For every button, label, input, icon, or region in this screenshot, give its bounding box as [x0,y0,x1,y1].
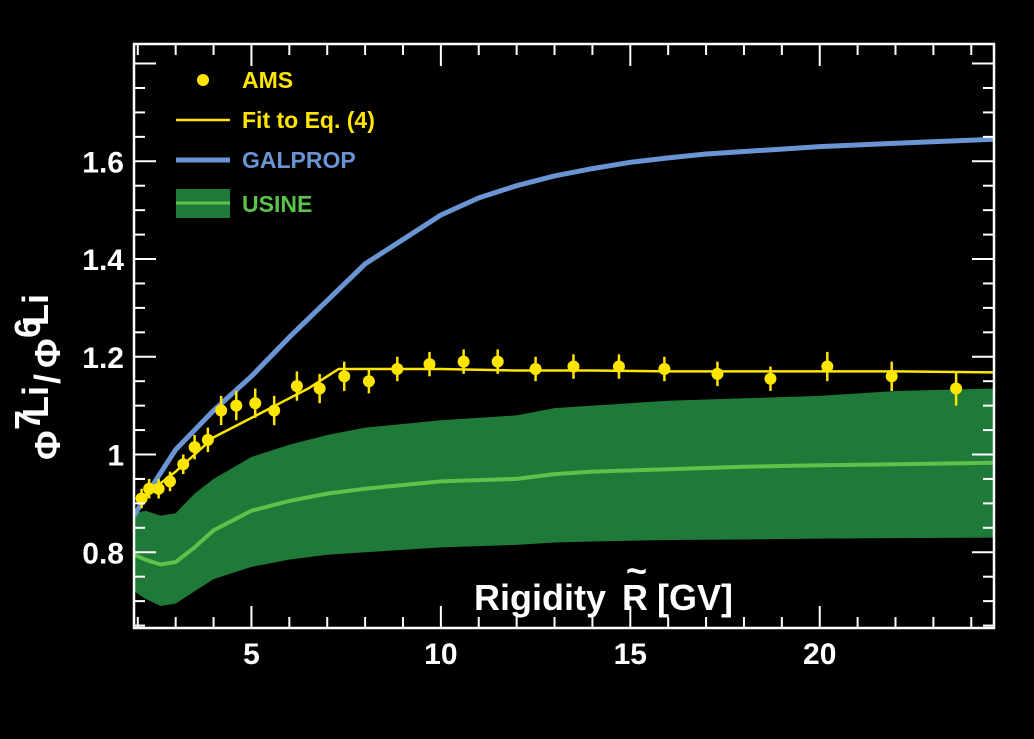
ams-point [143,482,156,495]
plot-frame [132,42,996,630]
y-axis-phi: Φ [27,430,68,460]
ams-point [491,355,504,368]
ams-point [529,362,542,375]
ams-point [885,370,898,383]
x-axis-symbol-tilde: ~ [626,550,647,591]
usine-center-line [134,460,994,567]
y-tick-label: 1.6 [82,146,124,179]
y-tick-label: 1 [107,440,124,473]
ams-point [135,492,148,505]
legend-ams-marker [197,74,209,86]
y-axis-title: Φ 7 Li / Φ 6 Li [7,294,68,460]
ams-point [362,375,375,388]
ams-point [423,358,436,371]
legend-fit-label: Fit to Eq. (4) [242,107,375,133]
ams-point [338,370,351,383]
ams-point [177,458,190,471]
ams-point [391,362,404,375]
x-tick-label: 10 [424,638,457,671]
ams-point [215,404,228,417]
x-tick-label: 5 [243,638,260,671]
ams-point [612,360,625,373]
x-axis-symbol: R [622,577,648,618]
ams-point [201,433,214,446]
ams-point [313,382,326,395]
legend-ams-label: AMS [242,67,293,93]
plot-layer [134,136,994,606]
usine-band [134,388,994,606]
y-tick-label: 1.2 [82,342,124,375]
ams-point [658,362,671,375]
y-axis-sup-6: 6 [7,318,48,338]
legend-usine-label: USINE [242,191,312,217]
galprop-line [134,136,994,517]
y-tick-label: 1.4 [82,244,124,277]
ams-point [163,475,176,488]
ams-point [249,397,262,410]
ams-point [230,399,243,412]
y-tick-label: 0.8 [82,537,124,570]
y-axis-phi-2: Φ [27,338,68,368]
legend: AMS Fit to Eq. (4) GALPROP USINE [176,67,375,218]
y-axis-slash: / [27,374,68,384]
ams-point [188,441,201,454]
x-axis-title: Rigidity R ~ [GV] [474,550,733,618]
ams-point [290,380,303,393]
x-axis-label: Rigidity [474,577,606,618]
ams-point [950,382,963,395]
tick-label-layer: 5 10 15 20 0.8 1 1.2 1.4 1.6 [82,146,836,671]
ams-point [764,372,777,385]
x-tick-label: 15 [614,638,647,671]
x-axis-unit: [GV] [657,577,733,618]
y-axis-li-1: Li [15,386,56,418]
ams-point [567,360,580,373]
ams-point [268,404,281,417]
ams-point [711,367,724,380]
ams-point [457,355,470,368]
x-tick-label: 20 [803,638,836,671]
ams-point [152,482,165,495]
ams-point [821,360,834,373]
y-axis-li-2: Li [15,294,56,326]
y-axis-sup-7: 7 [7,410,48,430]
legend-galprop-label: GALPROP [242,147,356,173]
axes-layer [134,44,994,628]
